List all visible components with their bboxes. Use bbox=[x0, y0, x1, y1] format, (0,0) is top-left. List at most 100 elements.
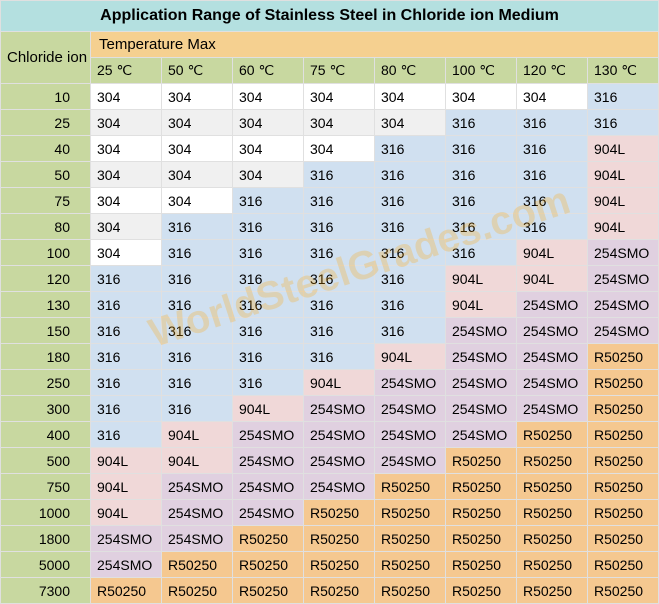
table-cell: 254SMO bbox=[588, 318, 659, 344]
row-label: 750 bbox=[1, 474, 91, 500]
table-cell: 316 bbox=[304, 188, 375, 214]
table-cell: 316 bbox=[233, 370, 304, 396]
table-cell: 316 bbox=[233, 266, 304, 292]
table-cell: 316 bbox=[446, 136, 517, 162]
table-cell: 254SMO bbox=[162, 500, 233, 526]
table-cell: 254SMO bbox=[375, 422, 446, 448]
table-cell: 254SMO bbox=[375, 396, 446, 422]
table-cell: 254SMO bbox=[446, 370, 517, 396]
table-cell: 304 bbox=[304, 84, 375, 110]
table-cell: 254SMO bbox=[375, 370, 446, 396]
table-cell: 254SMO bbox=[233, 474, 304, 500]
table-cell: 254SMO bbox=[588, 292, 659, 318]
steel-table: Application Range of Stainless Steel in … bbox=[0, 0, 659, 604]
row-label: 5000 bbox=[1, 552, 91, 578]
table-cell: 254SMO bbox=[91, 526, 162, 552]
table-cell: 904L bbox=[91, 448, 162, 474]
table-cell: 254SMO bbox=[446, 396, 517, 422]
table-cell: 254SMO bbox=[233, 422, 304, 448]
table-cell: 316 bbox=[162, 370, 233, 396]
table-cell: 316 bbox=[162, 344, 233, 370]
table-cell: 904L bbox=[91, 474, 162, 500]
table-cell: 316 bbox=[233, 240, 304, 266]
table-cell: 304 bbox=[233, 110, 304, 136]
table-cell: R50250 bbox=[162, 578, 233, 604]
table-cell: R50250 bbox=[588, 526, 659, 552]
table-cell: 304 bbox=[304, 136, 375, 162]
table-cell: 316 bbox=[233, 318, 304, 344]
row-label: 400 bbox=[1, 422, 91, 448]
table-cell: 316 bbox=[304, 162, 375, 188]
table-cell: 304 bbox=[162, 188, 233, 214]
table-cell: 316 bbox=[375, 266, 446, 292]
table-cell: 316 bbox=[375, 188, 446, 214]
table-cell: 304 bbox=[91, 240, 162, 266]
table-cell: R50250 bbox=[233, 578, 304, 604]
table-cell: 316 bbox=[304, 240, 375, 266]
column-header: 25 ℃ bbox=[91, 58, 162, 84]
table-cell: R50250 bbox=[588, 448, 659, 474]
table-cell: 316 bbox=[91, 292, 162, 318]
table-cell: R50250 bbox=[588, 396, 659, 422]
table-cell: 316 bbox=[517, 136, 588, 162]
table-cell: 304 bbox=[91, 188, 162, 214]
table-cell: 904L bbox=[517, 266, 588, 292]
table-cell: 254SMO bbox=[304, 448, 375, 474]
table-cell: 316 bbox=[162, 396, 233, 422]
temperature-header: Temperature Max bbox=[91, 32, 659, 58]
table-cell: 904L bbox=[304, 370, 375, 396]
table-cell: R50250 bbox=[304, 526, 375, 552]
table-cell: 904L bbox=[588, 136, 659, 162]
table-cell: 316 bbox=[233, 344, 304, 370]
table-cell: R50250 bbox=[375, 500, 446, 526]
table-cell: R50250 bbox=[588, 344, 659, 370]
table-cell: 254SMO bbox=[162, 474, 233, 500]
table-cell: 316 bbox=[375, 292, 446, 318]
row-label: 75 bbox=[1, 188, 91, 214]
table-cell: 304 bbox=[162, 136, 233, 162]
column-header: 80 ℃ bbox=[375, 58, 446, 84]
column-header: 100 ℃ bbox=[446, 58, 517, 84]
table-cell: 304 bbox=[91, 84, 162, 110]
table-cell: R50250 bbox=[517, 578, 588, 604]
table-cell: R50250 bbox=[588, 552, 659, 578]
row-label: 80 bbox=[1, 214, 91, 240]
table-cell: R50250 bbox=[517, 422, 588, 448]
table-cell: 254SMO bbox=[162, 526, 233, 552]
table-cell: 316 bbox=[91, 396, 162, 422]
table-cell: R50250 bbox=[304, 578, 375, 604]
table-cell: 254SMO bbox=[375, 448, 446, 474]
table-cell: 904L bbox=[233, 396, 304, 422]
row-label: 100 bbox=[1, 240, 91, 266]
column-header: 75 ℃ bbox=[304, 58, 375, 84]
table-cell: 304 bbox=[162, 110, 233, 136]
table-cell: 254SMO bbox=[517, 344, 588, 370]
table-cell: 316 bbox=[446, 240, 517, 266]
table-cell: 304 bbox=[91, 214, 162, 240]
column-header: 120 ℃ bbox=[517, 58, 588, 84]
table-cell: 254SMO bbox=[446, 344, 517, 370]
row-label: 150 bbox=[1, 318, 91, 344]
table-cell: 254SMO bbox=[588, 240, 659, 266]
table-cell: 254SMO bbox=[517, 396, 588, 422]
table-cell: R50250 bbox=[517, 474, 588, 500]
table-cell: 316 bbox=[162, 292, 233, 318]
table-cell: 254SMO bbox=[446, 318, 517, 344]
table-cell: 904L bbox=[588, 214, 659, 240]
table-cell: R50250 bbox=[446, 552, 517, 578]
table-cell: R50250 bbox=[588, 370, 659, 396]
table-cell: R50250 bbox=[304, 552, 375, 578]
table-cell: R50250 bbox=[304, 500, 375, 526]
table-cell: 904L bbox=[517, 240, 588, 266]
table-cell: R50250 bbox=[588, 474, 659, 500]
table-cell: 904L bbox=[375, 344, 446, 370]
table-cell: 304 bbox=[233, 84, 304, 110]
row-label: 40 bbox=[1, 136, 91, 162]
row-label: 10 bbox=[1, 84, 91, 110]
table-cell: 254SMO bbox=[517, 318, 588, 344]
row-label: 130 bbox=[1, 292, 91, 318]
table-cell: 316 bbox=[91, 344, 162, 370]
table-cell: R50250 bbox=[91, 578, 162, 604]
table-cell: 316 bbox=[304, 214, 375, 240]
table-cell: 316 bbox=[375, 318, 446, 344]
